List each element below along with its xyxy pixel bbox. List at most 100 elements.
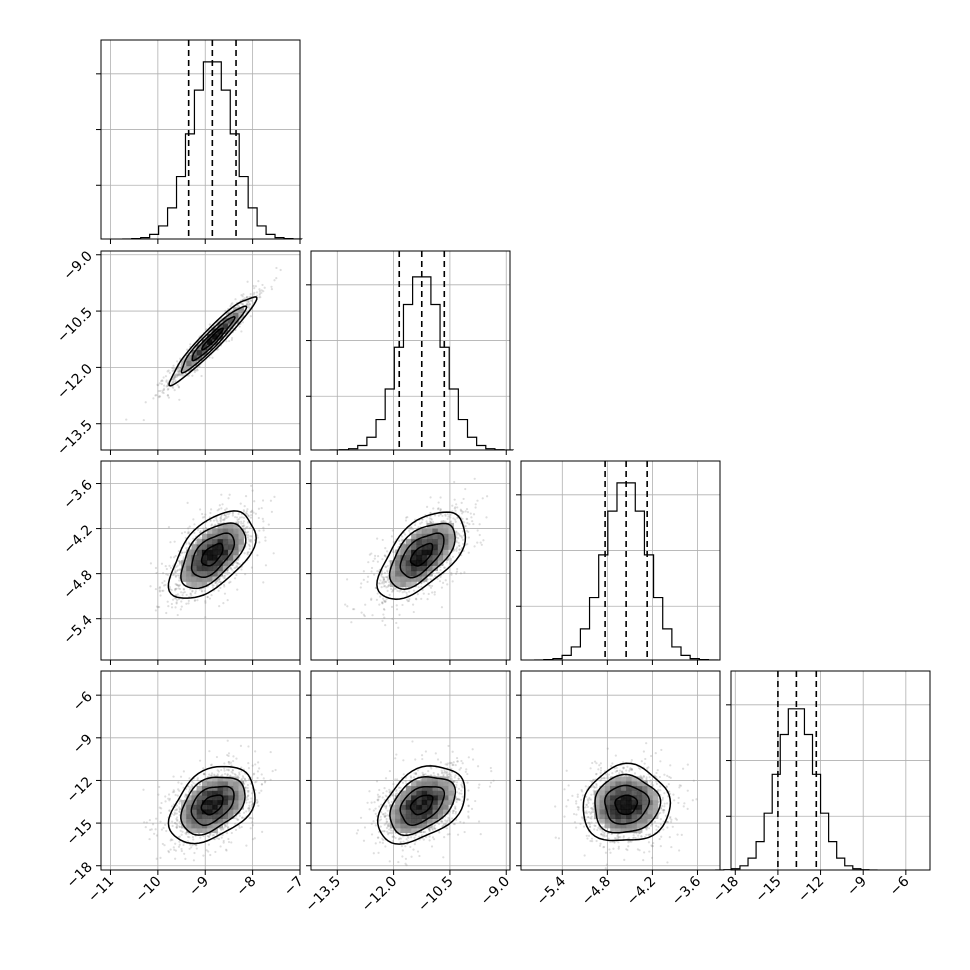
sample-point [237,512,240,516]
sample-point [184,793,187,796]
sample-point [370,552,373,555]
sample-point [451,555,454,558]
density-cell [227,544,234,550]
hist-y-ticks-1 [306,284,311,397]
sample-point [373,554,377,557]
density-cell [395,554,401,561]
sample-point [200,590,204,593]
sample-point [174,571,177,574]
sample-point [399,589,402,592]
grid-2-0 [101,461,300,660]
sample-point [367,561,370,564]
sample-point [183,795,186,798]
sample-point [380,582,384,585]
sample-point [380,575,383,578]
sample-point [195,369,198,372]
sample-point [456,532,459,535]
sample-point [247,806,250,810]
sample-point [182,558,185,561]
sample-point [178,587,182,591]
sample-point [256,536,260,539]
sample-point [383,554,386,557]
sample-point [203,515,206,519]
sample-point [260,289,263,292]
density-cell [400,565,407,572]
sample-point [167,793,171,796]
density-cell [405,581,412,588]
sample-point [171,369,174,373]
density-cell [196,554,203,561]
sample-point [180,374,183,377]
sample-point [209,511,212,515]
sample-point [223,585,226,588]
sample-point [376,569,379,573]
sample-point [245,810,248,813]
sample-point [220,507,223,510]
sample-point [207,843,210,846]
sample-point [384,600,387,603]
sample-point [383,554,387,557]
density-cell [217,565,224,572]
sample-point [162,376,165,379]
sample-point [443,566,446,569]
sample-point [469,512,472,515]
sample-point [245,295,249,299]
sample-point [439,513,442,516]
sample-point [176,374,179,377]
sample-point [158,382,161,385]
sample-point [220,836,223,839]
sample-point [270,510,273,513]
sample-point [249,516,253,519]
sample-point [467,536,470,539]
sample-point [449,513,452,516]
sample-point [257,507,261,510]
sample-point [230,841,233,844]
sample-point [192,518,195,521]
sample-point [236,518,239,521]
sample-point [259,296,262,299]
sample-point [264,539,267,542]
sample-point [169,588,172,591]
sample-point [245,303,248,306]
sample-point [425,520,428,523]
density-cell [427,565,433,572]
density-cell [222,538,229,545]
sample-point [436,577,439,580]
sample-point [234,516,237,519]
sample-point [251,802,255,805]
sample-point [395,604,398,607]
sample-point [411,528,414,531]
sample-point [256,800,259,803]
sample-point [177,373,180,376]
sample-point [174,554,177,558]
sample-point [223,767,226,770]
density-cell [443,554,449,561]
sample-point [366,580,369,583]
sample-point [264,564,268,567]
sample-point [460,536,464,539]
grid-2-2 [521,461,720,660]
sample-point [238,773,241,776]
density-cell [217,533,224,540]
sample-point [454,506,457,509]
sample-point [178,806,181,809]
sample-point [380,586,383,589]
sample-point [458,544,461,547]
sample-point [236,588,239,591]
sample-point [251,838,255,841]
sample-point [202,772,205,776]
sample-point [177,584,180,587]
density-cell [196,344,203,351]
sample-point [257,516,260,520]
density-cell [421,560,428,566]
sample-point [474,503,477,506]
sample-point [162,572,165,575]
density-cell [416,528,423,534]
sample-point [235,817,238,820]
sample-point [262,520,265,523]
density-cell [186,360,192,367]
sample-point [187,785,190,788]
density-cell [448,533,455,540]
sample-point [386,569,389,572]
sample-point [420,597,423,600]
